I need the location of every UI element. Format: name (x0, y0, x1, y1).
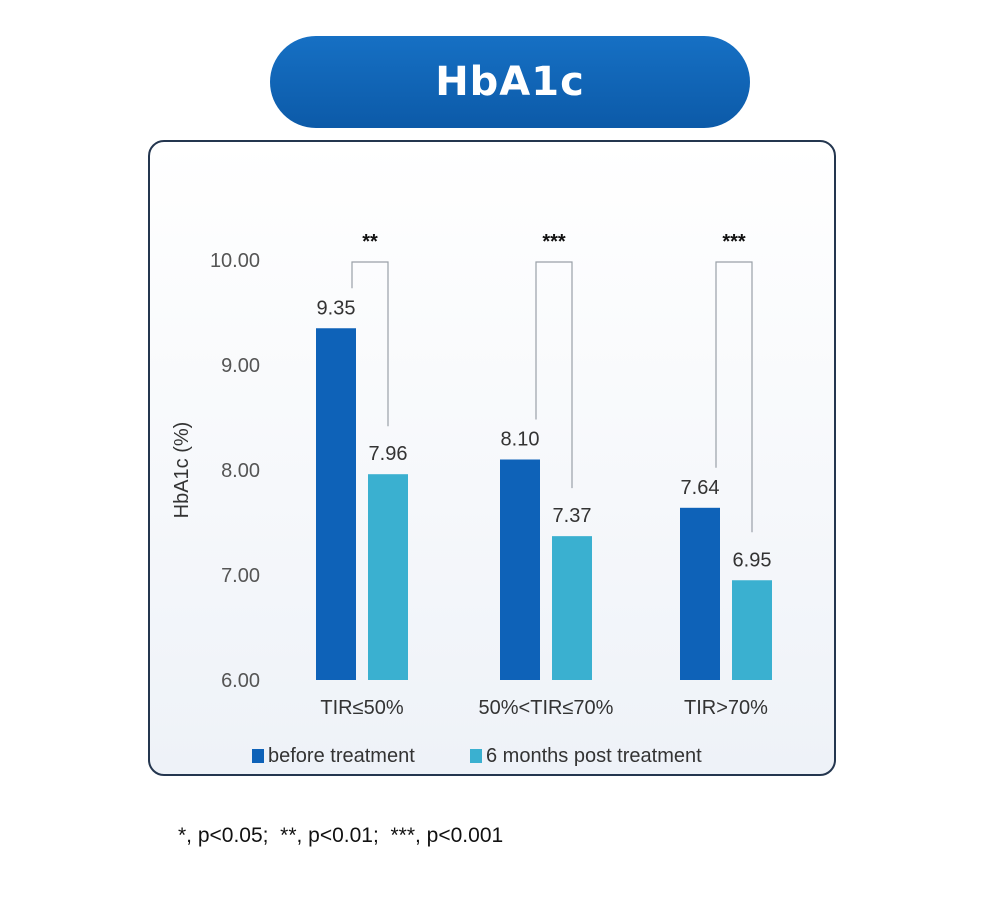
legend-label: before treatment (268, 745, 415, 767)
chart-panel (148, 140, 836, 776)
legend-swatch (470, 749, 482, 763)
y-tick-label: 10.00 (210, 250, 260, 272)
bar-value-label: 7.96 (369, 443, 408, 465)
legend-label: 6 months post treatment (486, 745, 702, 767)
bar-value-label: 7.64 (681, 477, 720, 499)
x-tick-label: TIR≤50% (320, 697, 403, 719)
y-axis-label: HbA1c (%) (171, 422, 193, 519)
y-tick-label: 8.00 (221, 460, 260, 482)
bar-value-label: 9.35 (317, 297, 356, 319)
bar-value-label: 8.10 (501, 429, 540, 451)
bar-value-label: 6.95 (733, 549, 772, 571)
bar (368, 474, 408, 680)
x-tick-label: 50%<TIR≤70% (479, 697, 614, 719)
chart-title: HbA1c (270, 36, 750, 128)
significance-marker: *** (542, 231, 566, 253)
y-tick-label: 7.00 (221, 565, 260, 587)
significance-marker: ** (362, 231, 378, 253)
bar (680, 507, 720, 680)
bar (316, 328, 356, 680)
bar (500, 459, 540, 680)
significance-footnote: *, p<0.05; **, p<0.01; ***, p<0.001 (178, 824, 504, 847)
significance-bracket (535, 261, 573, 489)
bar (552, 536, 592, 680)
significance-bracket (715, 261, 753, 533)
significance-bracket (351, 261, 389, 427)
y-tick-label: 9.00 (221, 355, 260, 377)
bar-value-label: 7.37 (553, 505, 592, 527)
x-tick-label: TIR>70% (684, 697, 768, 719)
significance-marker: *** (722, 231, 746, 253)
bar (732, 580, 772, 680)
legend-swatch (252, 749, 264, 763)
y-tick-label: 6.00 (221, 670, 260, 692)
